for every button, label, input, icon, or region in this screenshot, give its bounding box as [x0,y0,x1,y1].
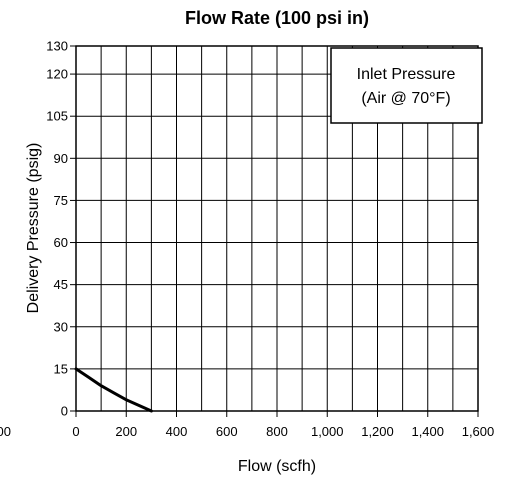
x-tick-label: 00 [0,424,11,439]
x-tick-label: 600 [216,424,238,439]
x-tick-label: 1,000 [311,424,344,439]
y-tick-label: 60 [54,235,68,250]
y-tick-label: 15 [54,361,68,376]
x-axis-label: Flow (scfh) [238,458,316,475]
y-tick-label: 0 [61,404,68,419]
y-tick-label: 30 [54,319,68,334]
y-tick-label: 120 [46,67,68,82]
y-tick-label: 130 [46,39,68,54]
legend-box: Inlet Pressure (Air @ 70°F) [330,47,483,124]
legend-line-1: Inlet Pressure [357,66,456,83]
y-tick-label: 90 [54,151,68,166]
x-tick-label: 1,600 [462,424,495,439]
legend-frame [330,47,483,124]
y-tick-label: 105 [46,109,68,124]
y-tick-label: 75 [54,193,68,208]
series-line [74,367,153,413]
legend-line-2: (Air @ 70°F) [361,90,450,107]
axis-ticks: 0 200 400 600 800 1,000 1,200 1,400 1,6000001530… [0,39,494,440]
plot-frame [75,45,479,412]
x-tick-label: 800 [266,424,288,439]
x-tick-label: 1,400 [411,424,444,439]
x-tick-label: 200 [115,424,137,439]
x-tick-label: 400 [166,424,188,439]
x-tick-label: 1,200 [361,424,394,439]
x-tick-label: 0 [72,424,79,439]
y-axis-label: Delivery Pressure (psig) [25,143,42,314]
y-tick-label: 45 [54,277,68,292]
chart-title: Flow Rate (100 psi in) [185,8,369,28]
